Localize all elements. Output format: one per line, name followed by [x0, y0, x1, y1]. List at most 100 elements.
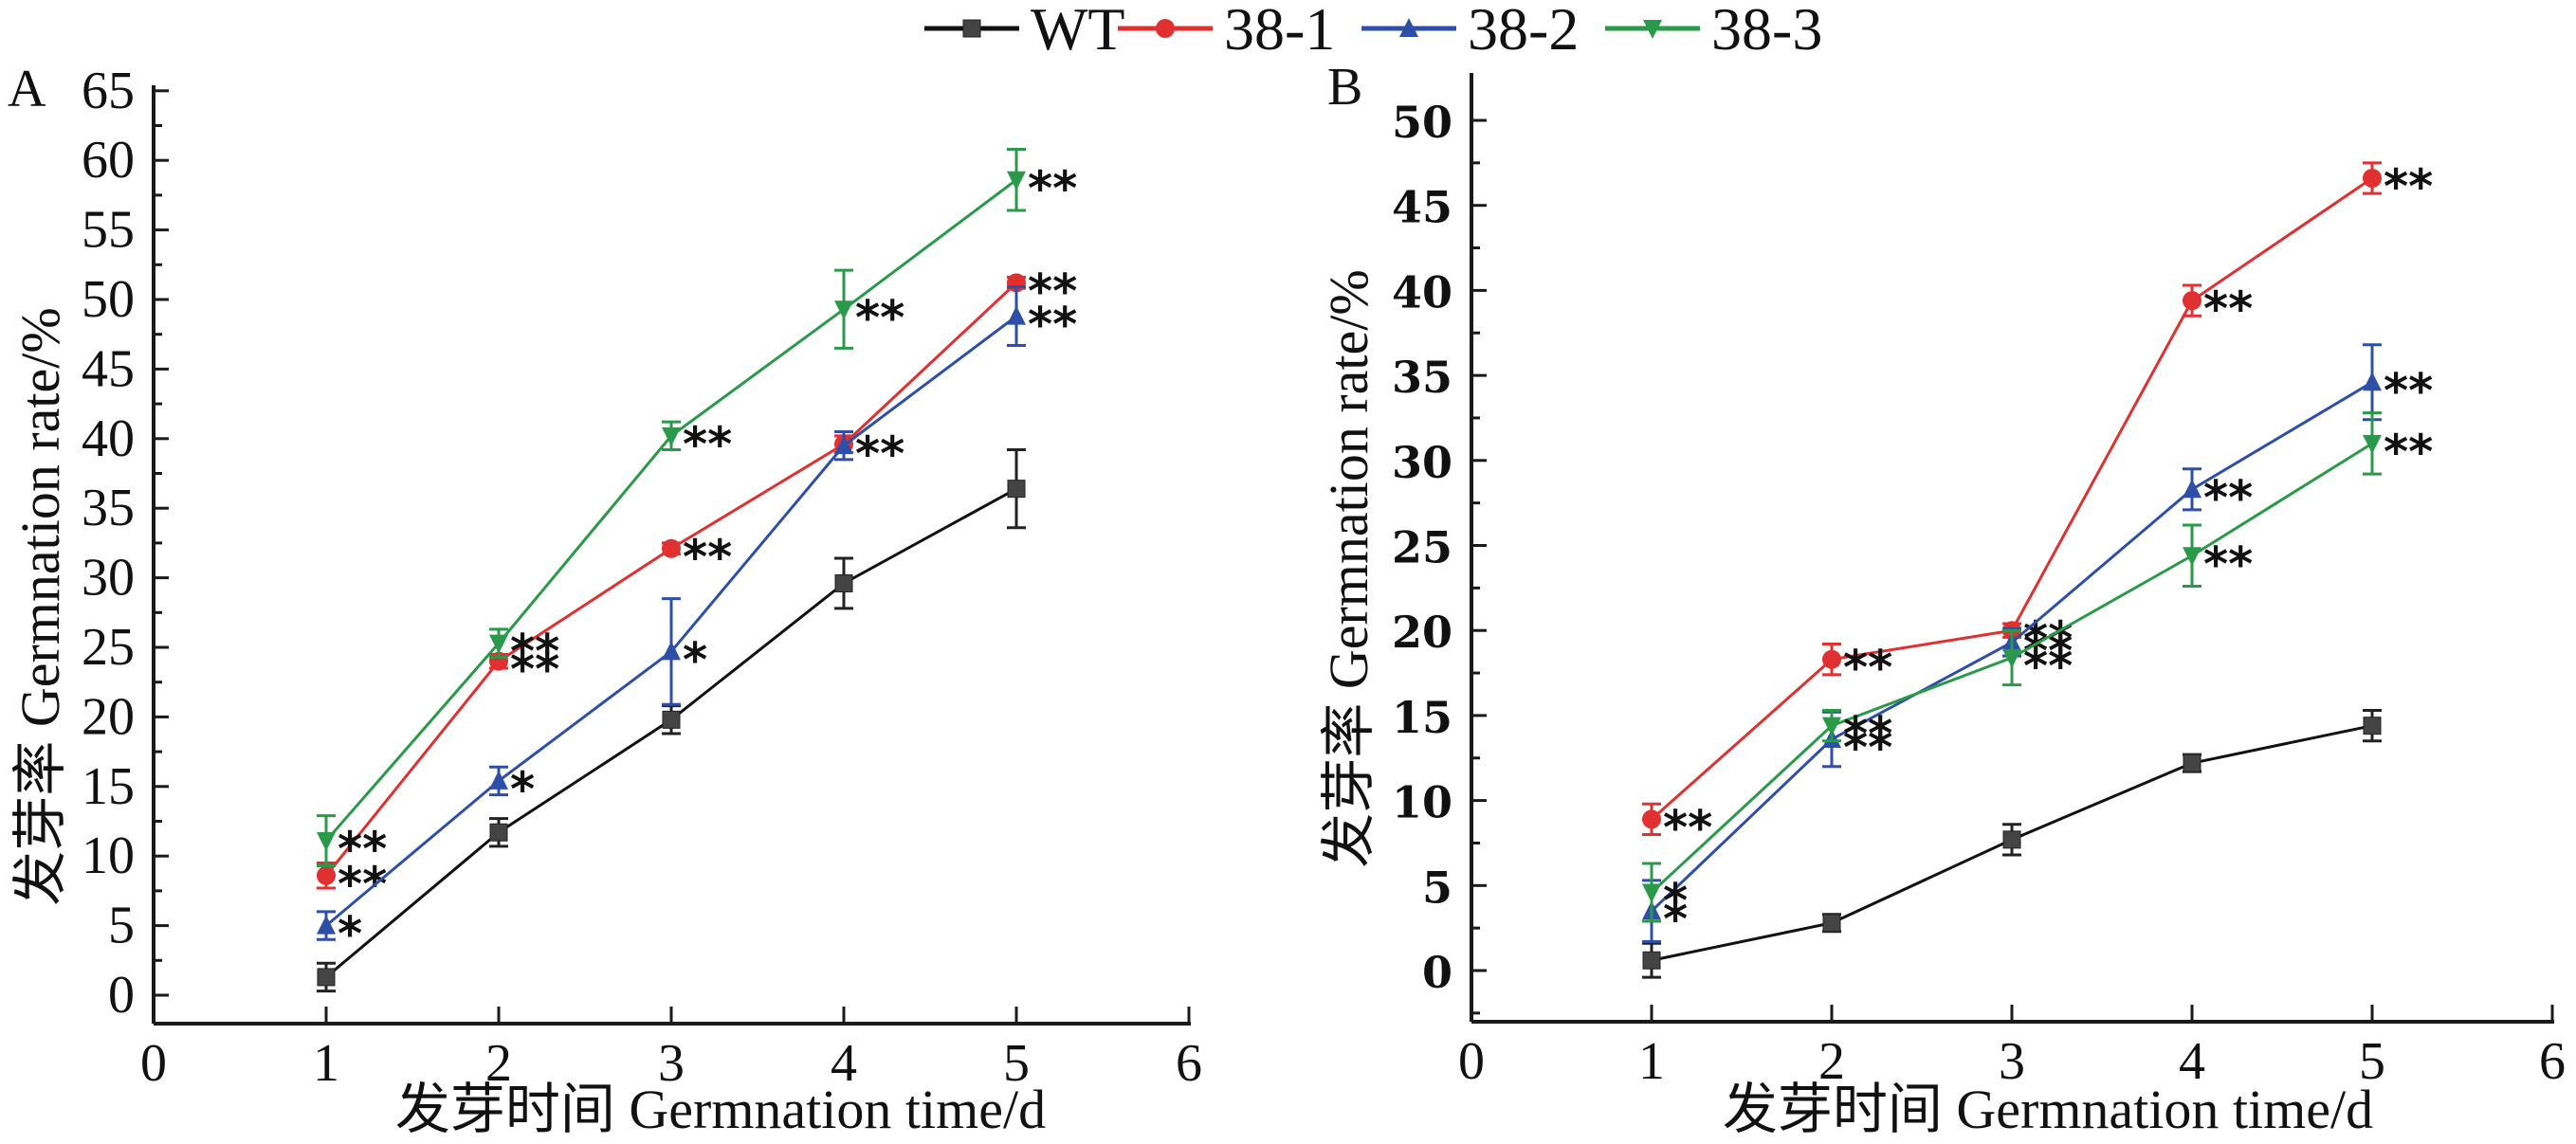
data-point [2002, 830, 2021, 849]
y-tick-label: 65 [82, 62, 135, 120]
y-tick-label: 25 [1392, 522, 1452, 573]
x-tick-label: 5 [1003, 1034, 1030, 1093]
data-point [489, 634, 508, 654]
significance-label: ** [1028, 298, 1077, 353]
x-tick-label: 0 [140, 1034, 167, 1093]
x-tick-label: 3 [1999, 1032, 2025, 1091]
x-tick-label: 5 [2359, 1032, 2385, 1091]
significance-label: ** [510, 643, 559, 698]
y-tick-label: 30 [1392, 437, 1452, 488]
data-point [662, 427, 681, 446]
y-tick-label: 5 [108, 897, 135, 955]
series-38-3: ********* [1642, 411, 2433, 928]
data-point [662, 641, 681, 661]
data-point [1822, 914, 1841, 933]
panel-label: A [8, 60, 46, 118]
significance-label: ** [2023, 639, 2073, 694]
y-tick-label: 15 [1392, 692, 1452, 743]
significance-label: ** [1028, 263, 1077, 318]
x-tick-label: 1 [313, 1034, 339, 1093]
significance-label: * [1663, 892, 1688, 947]
significance-label: ** [2384, 425, 2433, 480]
y-tick-label: 45 [1392, 182, 1452, 233]
significance-label: ** [1843, 707, 1892, 762]
significance-label: ** [855, 290, 904, 345]
y-tick-label: 50 [1392, 97, 1452, 148]
y-tick-label: 50 [82, 270, 135, 329]
data-point [2002, 648, 2021, 668]
y-tick-label: 10 [1392, 777, 1452, 828]
y-tick-label: 10 [82, 826, 135, 885]
data-point [662, 538, 681, 558]
y-tick-label: 30 [82, 549, 135, 608]
data-point [1642, 883, 1661, 903]
x-tick-label: 2 [485, 1034, 512, 1093]
series-38-3: ********** [317, 147, 1077, 877]
significance-label: * [1663, 873, 1688, 928]
x-tick-label: 6 [2539, 1032, 2566, 1091]
x-tick-label: 4 [2179, 1032, 2205, 1091]
significance-label: ** [2203, 281, 2253, 336]
series-line [1651, 176, 2373, 821]
significance-label: ** [1663, 800, 1712, 855]
x-tick-label: 4 [831, 1034, 857, 1093]
significance-label: ** [2023, 611, 2073, 666]
data-point [2183, 291, 2201, 311]
data-point [2363, 372, 2382, 391]
y-tick-label: 15 [82, 757, 135, 816]
significance-label: ** [1843, 720, 1892, 775]
x-tick-label: 1 [1638, 1032, 1665, 1091]
y-tick-label: 20 [82, 687, 135, 746]
series-wt [317, 448, 1026, 993]
data-point [317, 865, 336, 885]
x-axis-title: 发芽时间 Germnation time/d [395, 1079, 1046, 1140]
significance-label: ** [338, 857, 387, 912]
x-tick-label: 0 [1458, 1032, 1485, 1091]
y-tick-label: 35 [82, 479, 135, 537]
series-line [324, 178, 1017, 843]
data-point [1007, 171, 1026, 191]
data-point [2363, 168, 2382, 188]
y-tick-label: 5 [1422, 862, 1452, 913]
legend-marker [1643, 20, 1662, 39]
y-tick-label: 40 [82, 409, 135, 468]
significance-label: ** [2203, 536, 2253, 591]
data-point [317, 968, 336, 987]
significance-label: ** [683, 417, 732, 472]
significance-label: ** [855, 427, 904, 481]
significance-label: ** [683, 530, 732, 585]
y-tick-label: 35 [1392, 352, 1452, 403]
data-point [489, 823, 508, 842]
data-point [662, 710, 681, 729]
series-line [324, 281, 1018, 877]
x-axis-title: 发芽时间 Germnation time/d [1723, 1079, 2373, 1140]
significance-label: ** [2023, 624, 2073, 679]
y-tick-label: 40 [1392, 266, 1452, 318]
y-tick-label: 55 [82, 201, 135, 260]
legend-marker [1399, 18, 1418, 37]
significance-label: ** [1028, 161, 1077, 216]
series-38-1: ******** [317, 263, 1077, 912]
data-point [1822, 717, 1841, 736]
series-wt [1642, 709, 2382, 979]
y-axis-title: 发芽率 Germnation rate/% [9, 307, 71, 905]
data-point [1642, 809, 1661, 829]
y-tick-label: 0 [1422, 947, 1452, 998]
y-tick-label: 25 [82, 618, 135, 677]
significance-label: ** [2384, 159, 2433, 214]
data-point [1007, 480, 1026, 499]
y-tick-label: 20 [1392, 607, 1452, 658]
data-point [834, 300, 853, 320]
panel-label: B [1327, 58, 1362, 117]
significance-label: ** [338, 822, 387, 877]
data-point [1822, 649, 1841, 669]
y-tick-label: 45 [82, 339, 135, 398]
series-38-1: ********** [1642, 159, 2433, 855]
significance-label: ** [1843, 641, 1892, 696]
data-point [2183, 754, 2201, 772]
legend-marker [1156, 19, 1175, 38]
legend: WT 38-1 38-2 38-3 [924, 0, 1822, 63]
